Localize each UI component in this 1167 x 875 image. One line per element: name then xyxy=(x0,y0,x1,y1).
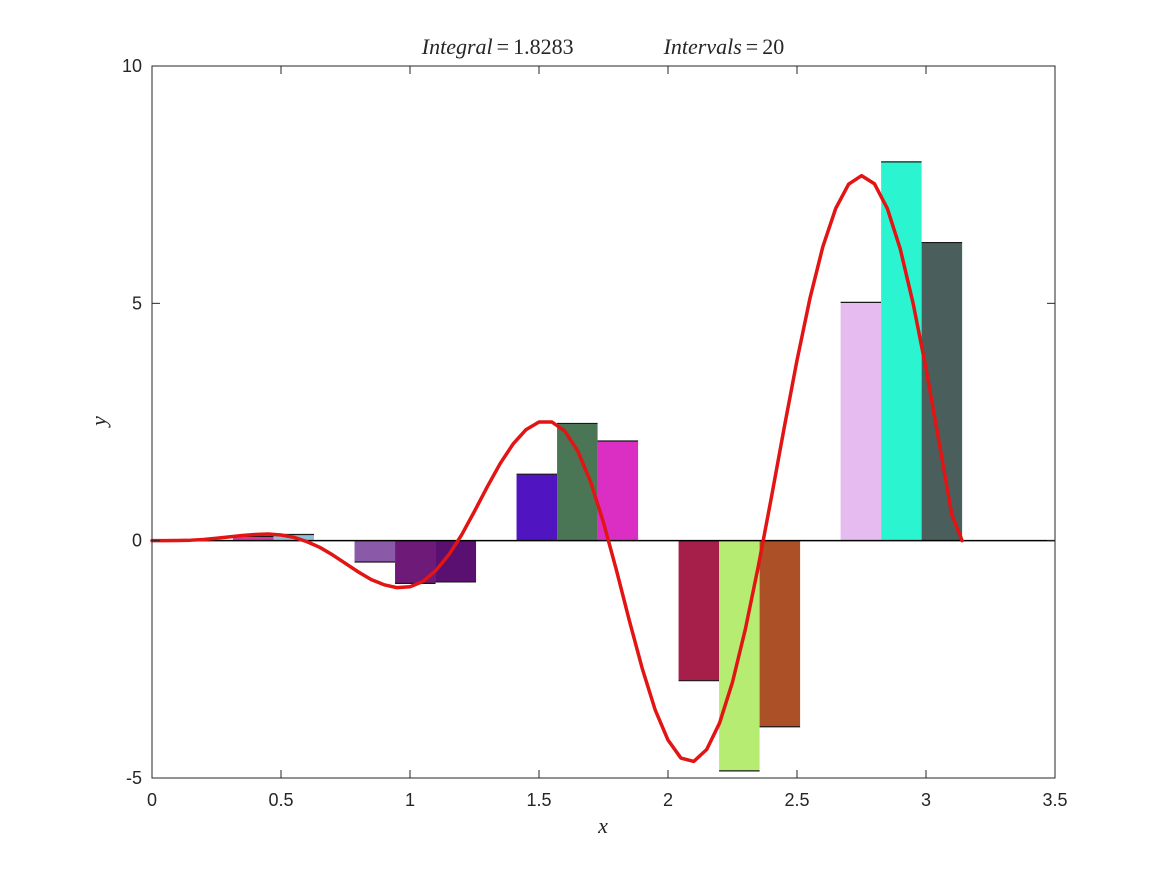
bar-14 xyxy=(678,540,720,681)
x-tick-label: 0.5 xyxy=(268,790,293,810)
y-axis-label: y xyxy=(86,416,111,428)
chart-title: Integral = 1.8283 Intervals = 20 xyxy=(421,34,784,59)
title-integral-value: 1.8283 xyxy=(513,34,574,59)
bar-16 xyxy=(759,540,801,727)
x-tick-label: 3 xyxy=(921,790,931,810)
y-ticks-group: -5 0 5 10 xyxy=(122,56,1055,788)
axes-box xyxy=(151,65,1056,779)
x-ticks-group: 0 0.5 1 1.5 2 2.5 3 3.5 xyxy=(147,66,1068,810)
title-intervals-value: 20 xyxy=(762,34,784,59)
y-tick-label: 5 xyxy=(132,293,142,313)
x-tick-label: 0 xyxy=(147,790,157,810)
x-axis-label: x xyxy=(597,813,608,838)
y-tick-label: -5 xyxy=(126,768,142,788)
y-tick-label: 0 xyxy=(132,531,142,551)
title-integral-label: Integral xyxy=(421,34,493,59)
bar-18 xyxy=(840,302,882,541)
bar-20 xyxy=(921,242,963,541)
y-tick-label: 10 xyxy=(122,56,142,76)
bar-10 xyxy=(516,474,558,541)
bar-19 xyxy=(881,161,922,541)
title-intervals-label: Intervals xyxy=(663,34,742,59)
bar-3 xyxy=(233,536,274,541)
x-tick-label: 2 xyxy=(663,790,673,810)
x-tick-label: 1.5 xyxy=(526,790,551,810)
function-curve xyxy=(150,173,964,764)
bar-6 xyxy=(354,540,396,563)
x-tick-label: 1 xyxy=(405,790,415,810)
x-tick-label: 2.5 xyxy=(784,790,809,810)
x-tick-label: 3.5 xyxy=(1042,790,1067,810)
